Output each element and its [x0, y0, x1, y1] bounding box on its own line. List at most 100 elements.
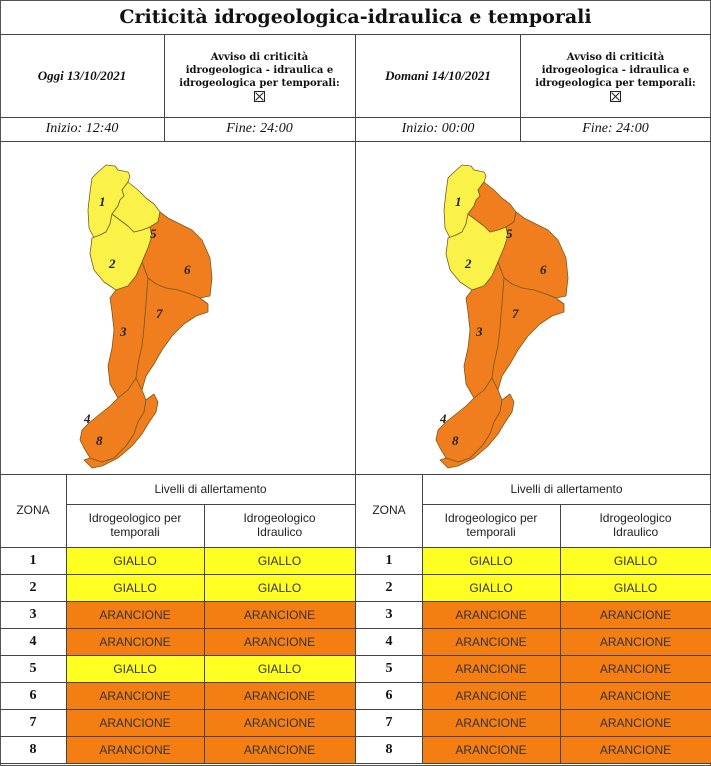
level-idraulico: ARANCIONE — [204, 710, 355, 736]
level-idraulico: ARANCIONE — [560, 683, 711, 709]
map-zone-label: 8 — [452, 433, 459, 448]
map-zone-7 — [491, 277, 565, 391]
level-idraulico: ARANCIONE — [560, 629, 711, 655]
zone-number: 8 — [385, 742, 393, 757]
level-idraulico: GIALLO — [204, 548, 355, 574]
zone-number: 5 — [385, 661, 393, 676]
divider-horizontal — [0, 117, 355, 118]
header-line: Idrogeologico per — [444, 511, 538, 525]
end-time: Fine: 24:00 — [226, 121, 293, 136]
divider-horizontal — [356, 574, 711, 575]
divider-vertical — [560, 504, 561, 764]
unchecked-box-icon — [610, 90, 621, 102]
zone-number: 7 — [29, 715, 37, 730]
level-idraulico: GIALLO — [560, 575, 711, 601]
levels-header: Livelli di allertamento — [154, 482, 267, 496]
map-zone-label: 4 — [83, 411, 91, 426]
level-idraulico: ARANCIONE — [204, 683, 355, 709]
divider-horizontal — [0, 547, 355, 548]
level-temporali: GIALLO — [66, 656, 204, 682]
divider-horizontal — [356, 682, 711, 683]
avviso-line: Avviso di criticità — [566, 51, 665, 63]
header-line: Idraulico — [256, 525, 303, 539]
avviso-line: Avviso di criticità — [210, 51, 309, 63]
map-zone-7 — [135, 277, 209, 391]
level-temporali: ARANCIONE — [422, 710, 560, 736]
divider-vertical — [520, 35, 521, 141]
zone-number: 3 — [29, 607, 37, 622]
zona-header: ZONA — [372, 503, 406, 517]
level-temporali: ARANCIONE — [422, 656, 560, 682]
col-idraulico-header: Idrogeologico Idraulico — [560, 504, 711, 546]
zone-number: 7 — [385, 715, 393, 730]
level-temporali: ARANCIONE — [66, 629, 204, 655]
level-temporali: GIALLO — [66, 575, 204, 601]
header-line: Idrogeologico per — [88, 511, 182, 525]
level-idraulico: ARANCIONE — [560, 737, 711, 763]
level-temporali: GIALLO — [422, 575, 560, 601]
level-temporali: ARANCIONE — [422, 683, 560, 709]
map-zone-label: 7 — [512, 306, 519, 321]
divider-vertical — [422, 474, 423, 764]
divider-horizontal — [66, 504, 355, 505]
divider-vertical — [164, 35, 165, 141]
divider-horizontal — [356, 655, 711, 656]
divider-horizontal — [0, 736, 355, 737]
map-zone-label: 6 — [184, 262, 191, 277]
level-temporali: ARANCIONE — [66, 683, 204, 709]
zone-number: 8 — [29, 742, 37, 757]
divider-vertical — [204, 504, 205, 764]
divider-vertical — [355, 35, 356, 764]
level-temporali: GIALLO — [66, 548, 204, 574]
zone-number: 4 — [29, 634, 37, 649]
level-idraulico: ARANCIONE — [204, 737, 355, 763]
map-zone-label: 6 — [540, 262, 547, 277]
header-line: Idrogeologico — [243, 511, 316, 525]
divider-horizontal — [356, 763, 711, 764]
zone-number: 2 — [29, 580, 37, 595]
divider-horizontal — [356, 117, 711, 118]
calabria-zone-map: 1 2 3 4 5 6 7 8 — [79, 164, 213, 469]
zone-number: 2 — [385, 580, 393, 595]
calabria-zone-map: 1 2 3 4 5 6 7 8 — [435, 164, 569, 469]
zone-number: 6 — [29, 688, 37, 703]
map-zone-label: 1 — [455, 194, 462, 209]
level-temporali: ARANCIONE — [422, 737, 560, 763]
level-idraulico: ARANCIONE — [560, 602, 711, 628]
header-line: temporali — [466, 525, 516, 539]
level-temporali: ARANCIONE — [422, 629, 560, 655]
start-time: Inizio: 12:40 — [45, 121, 119, 136]
divider-horizontal — [0, 601, 355, 602]
col-temporali-header: Idrogeologico per temporali — [422, 504, 560, 546]
avviso-line: idrogeologica per temporali: — [535, 77, 696, 89]
map-zone-label: 1 — [99, 194, 106, 209]
date-label: Oggi 13/10/2021 — [37, 68, 127, 83]
level-idraulico: GIALLO — [204, 656, 355, 682]
avviso-label: Avviso di criticità idrogeologica - idrau… — [520, 35, 711, 117]
divider-horizontal — [0, 763, 355, 764]
levels-header: Livelli di allertamento — [510, 482, 623, 496]
zone-number: 1 — [385, 553, 393, 568]
divider-horizontal — [0, 709, 355, 710]
header-line: Idraulico — [612, 525, 659, 539]
divider-horizontal — [0, 655, 355, 656]
map-zone-8 — [439, 393, 515, 469]
zone-number: 3 — [385, 607, 393, 622]
start-time: Inizio: 00:00 — [401, 121, 475, 136]
map-zone-label: 5 — [150, 226, 157, 241]
map-zone-label: 3 — [119, 324, 127, 339]
divider-horizontal — [356, 474, 711, 475]
divider-horizontal — [0, 574, 355, 575]
map-zone-label: 8 — [96, 433, 103, 448]
level-idraulico: GIALLO — [560, 548, 711, 574]
avviso-label: Avviso di criticità idrogeologica - idrau… — [164, 35, 355, 117]
level-temporali: ARANCIONE — [66, 602, 204, 628]
divider-horizontal — [356, 628, 711, 629]
level-idraulico: ARANCIONE — [204, 602, 355, 628]
end-time: Fine: 24:00 — [582, 121, 649, 136]
map-zone-label: 7 — [156, 306, 163, 321]
divider-horizontal — [356, 547, 711, 548]
divider-horizontal — [422, 504, 711, 505]
level-idraulico: GIALLO — [204, 575, 355, 601]
map-zone-8 — [83, 393, 159, 469]
